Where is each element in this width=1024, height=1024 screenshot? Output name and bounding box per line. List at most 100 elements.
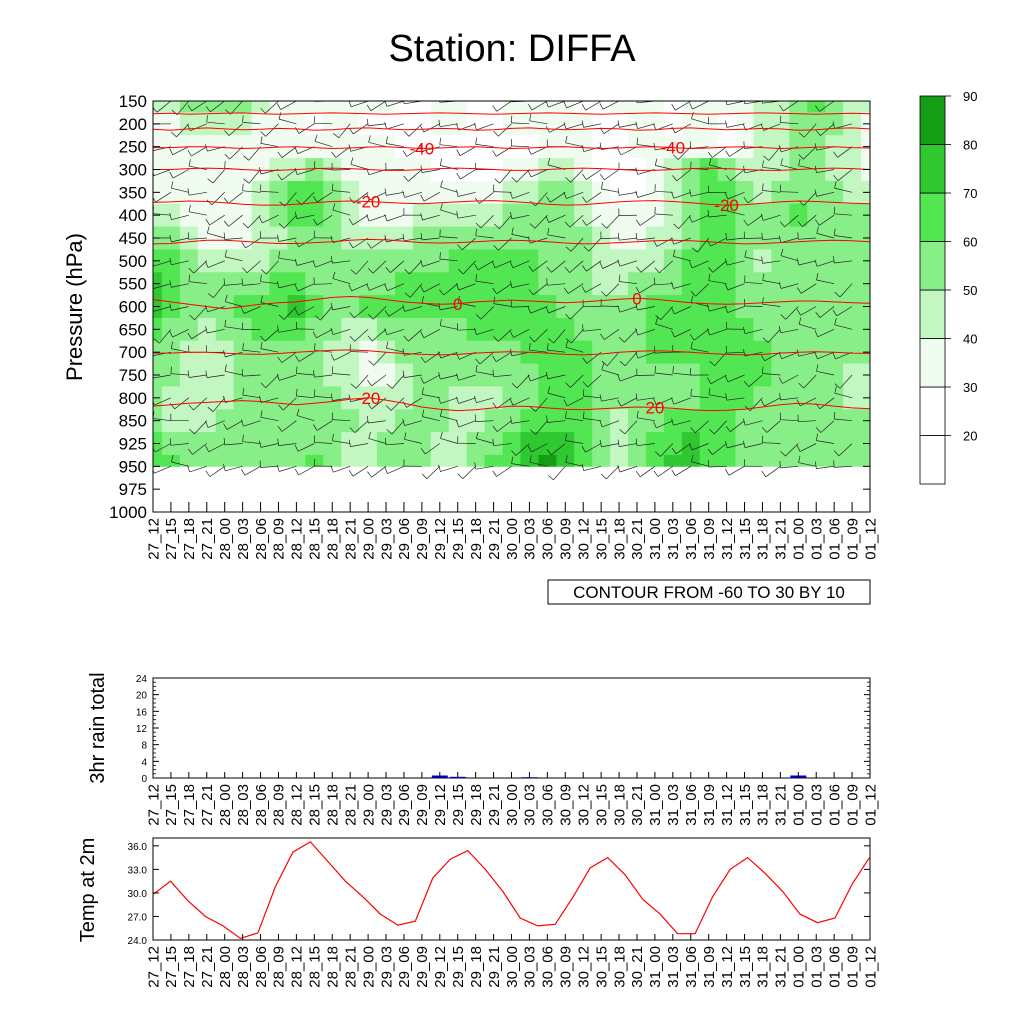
- wind-barb: [241, 278, 261, 286]
- wind-barb: [563, 191, 584, 199]
- wind-barb: [330, 393, 351, 401]
- humidity-cell: [377, 363, 396, 387]
- wind-barb: [260, 136, 279, 148]
- time-tick-label: 01_09: [844, 784, 861, 826]
- wind-barb: [796, 349, 817, 357]
- wind-barb: [762, 435, 781, 444]
- humidity-cell: [323, 340, 342, 364]
- time-tick-label: 31_00: [647, 518, 664, 560]
- wind-barb: [690, 341, 709, 353]
- wind-barb: [384, 214, 405, 222]
- humidity-cell: [484, 203, 503, 227]
- pressure-tick-label: 650: [119, 320, 147, 339]
- isotherm-line: [153, 146, 870, 150]
- humidity-cell: [825, 272, 844, 296]
- humidity-cell: [520, 249, 539, 273]
- humidity-cell: [610, 249, 629, 273]
- wind-barb: [223, 437, 243, 446]
- humidity-cell: [287, 249, 306, 273]
- humidity-cell: [215, 249, 235, 273]
- humidity-cell: [825, 101, 844, 113]
- humidity-cell: [610, 386, 629, 410]
- humidity-cell: [287, 112, 306, 136]
- wind-barb: [563, 101, 584, 109]
- pressure-tick-label: 200: [119, 115, 147, 134]
- wind-barb: [313, 458, 333, 467]
- wind-barb: [386, 341, 405, 353]
- time-tick-label: 30_21: [629, 518, 646, 560]
- humidity-cell: [233, 180, 252, 205]
- wind-barb: [153, 169, 172, 177]
- humidity-cell: [735, 180, 754, 205]
- humidity-cell: [448, 340, 468, 364]
- humidity-cell: [520, 180, 539, 205]
- humidity-cell: [305, 135, 324, 159]
- wind-barb: [617, 188, 638, 196]
- humidity-cell: [538, 112, 557, 136]
- humidity-cell: [394, 432, 414, 456]
- time-ticks-main: 27_12 27_15 27_18 27_21 28_00 28_03 28_06 28_09…: [145, 502, 879, 560]
- humidity-cell: [592, 158, 611, 182]
- humidity-cell: [717, 386, 736, 410]
- wind-barb: [716, 101, 727, 102]
- wind-barb: [527, 146, 548, 155]
- humidity-cell: [699, 249, 719, 273]
- time-tick-label: 30_21: [629, 946, 646, 988]
- wind-barb: [341, 101, 351, 102]
- humidity-cell: [377, 272, 396, 296]
- humidity-cell: [233, 386, 252, 410]
- humidity-cell: [233, 249, 252, 273]
- wind-barb: [492, 438, 512, 447]
- wind-barb: [583, 237, 602, 252]
- humidity-cell: [377, 454, 396, 467]
- wind-barb: [278, 251, 297, 262]
- humidity-cell: [197, 432, 217, 456]
- rain-tick-label: 16: [136, 707, 148, 718]
- wind-barb: [205, 326, 225, 334]
- humidity-cell: [663, 432, 683, 456]
- wind-barb: [636, 260, 656, 273]
- wind-barb: [509, 328, 530, 338]
- wind-barb: [814, 351, 835, 360]
- humidity-cell: [153, 101, 163, 113]
- wind-barb: [312, 101, 315, 102]
- humidity-cell: [323, 272, 342, 296]
- time-tick-label: 31_09: [701, 518, 718, 560]
- wind-barb: [618, 274, 638, 285]
- wind-barb: [187, 101, 207, 112]
- wind-barb: [171, 455, 189, 467]
- humidity-cell: [412, 135, 432, 159]
- humidity-cell: [771, 203, 790, 227]
- wind-barb: [456, 373, 476, 381]
- humidity-cell: [233, 409, 252, 433]
- humidity-cell: [843, 249, 862, 273]
- wind-barb: [796, 258, 817, 266]
- wind-barb: [565, 374, 584, 388]
- wind-barb: [492, 369, 512, 378]
- humidity-cell: [699, 454, 719, 467]
- wind-barb: [187, 232, 207, 240]
- wind-barb: [421, 466, 441, 480]
- humidity-cell: [681, 432, 701, 456]
- wind-barb: [366, 214, 387, 222]
- wind-barb: [654, 260, 674, 274]
- time-tick-label: 28_03: [235, 946, 252, 988]
- wind-barb: [834, 318, 853, 330]
- wind-barb: [331, 183, 351, 193]
- wind-barb: [617, 120, 638, 128]
- humidity-cell: [771, 454, 790, 467]
- wind-barb: [654, 184, 673, 193]
- humidity-cell: [394, 112, 414, 136]
- humidity-cell: [412, 363, 432, 387]
- humidity-cell: [430, 249, 450, 273]
- wind-barb: [778, 325, 799, 334]
- wind-barb: [420, 144, 440, 152]
- wind-barb: [420, 328, 440, 339]
- wind-barb: [402, 370, 422, 378]
- humidity-cell: [807, 409, 826, 433]
- time-tick-label: 28_15: [307, 784, 324, 826]
- wind-barb: [223, 278, 243, 286]
- wind-barb: [260, 101, 279, 114]
- humidity-cell: [699, 101, 719, 113]
- wind-barb: [457, 466, 476, 480]
